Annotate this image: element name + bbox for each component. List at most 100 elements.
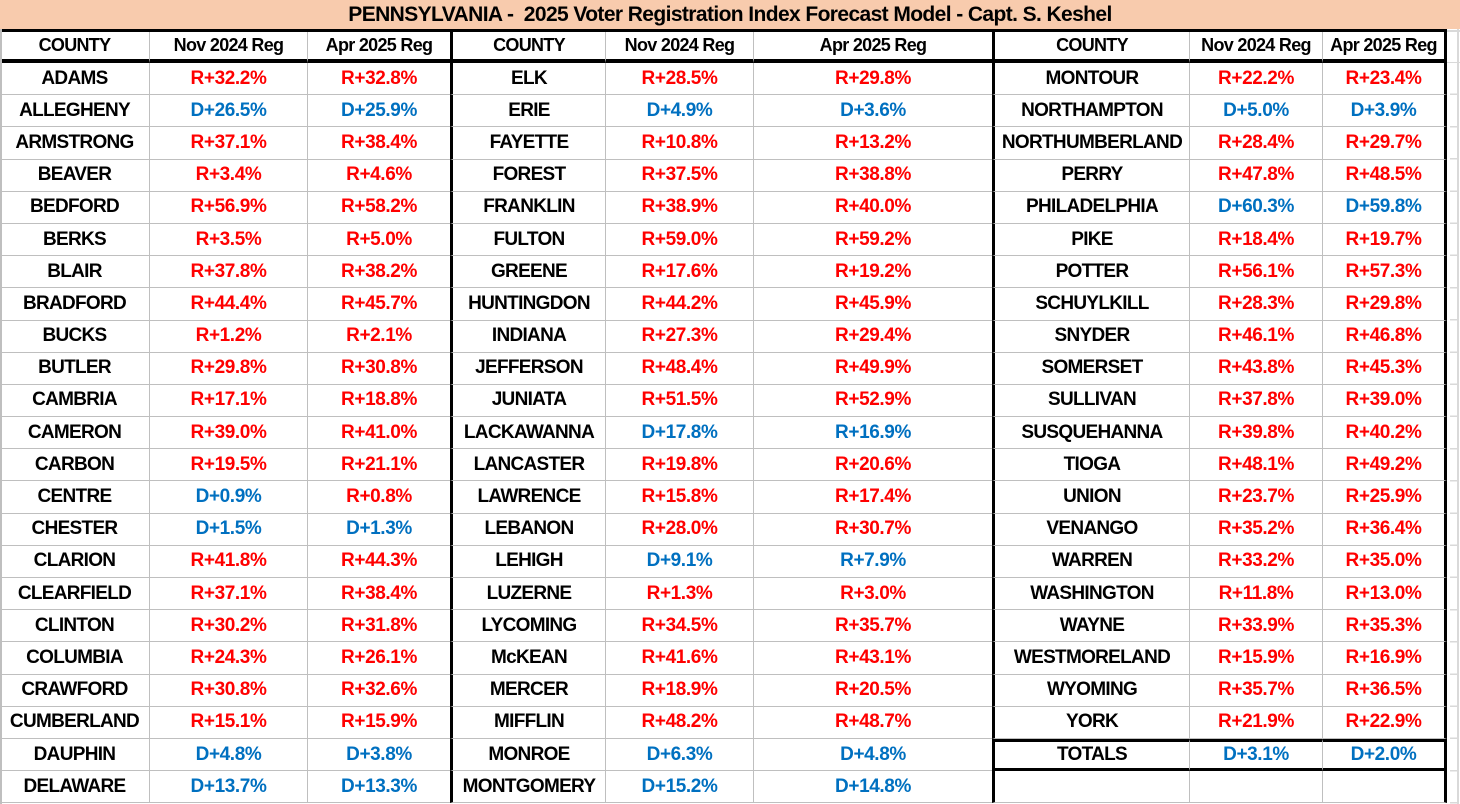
nov-2024-value-cell: R+38.9% xyxy=(606,191,754,224)
nov-2024-value-cell: R+3.4% xyxy=(150,159,308,192)
county-cell: BUCKS xyxy=(0,320,150,353)
nov-2024-value-cell: R+41.6% xyxy=(606,642,754,675)
totals-label-cell: TOTALS xyxy=(992,738,1190,772)
apr-2025-value-cell: R+39.0% xyxy=(1323,384,1447,418)
nov-2024-value-cell: R+48.2% xyxy=(606,706,754,739)
apr-2025-value-cell: R+20.6% xyxy=(754,449,992,482)
county-cell: MONROE xyxy=(450,738,606,772)
nov-2024-value-cell: R+44.2% xyxy=(606,288,754,321)
apr-2025-value-cell: D+4.8% xyxy=(754,738,992,772)
county-cell: LACKAWANNA xyxy=(450,417,606,450)
apr-2025-value-cell: R+16.9% xyxy=(754,417,992,450)
county-cell: POTTER xyxy=(992,256,1190,289)
county-cell: CAMBRIA xyxy=(0,384,150,418)
nov-2024-value-cell: R+30.8% xyxy=(150,674,308,707)
county-cell: WYOMING xyxy=(992,674,1190,707)
county-cell: FOREST xyxy=(450,159,606,192)
apr-2025-value-cell: R+21.1% xyxy=(308,449,450,482)
nov-2024-value-cell: D+9.1% xyxy=(606,545,754,578)
apr-2025-value-cell: R+13.2% xyxy=(754,127,992,160)
county-cell: LUZERNE xyxy=(450,578,606,611)
county-cell: JUNIATA xyxy=(450,384,606,418)
apr-2025-value-cell: R+38.4% xyxy=(308,127,450,160)
county-cell: SUSQUEHANNA xyxy=(992,417,1190,450)
apr-2025-value-cell: R+48.7% xyxy=(754,706,992,739)
nov-2024-value-cell: R+3.5% xyxy=(150,223,308,257)
county-cell: PIKE xyxy=(992,223,1190,257)
county-cell: WARREN xyxy=(992,545,1190,578)
nov-2024-value-cell: D+15.2% xyxy=(606,771,754,804)
county-cell: NORTHAMPTON xyxy=(992,95,1190,128)
county-cell: DAUPHIN xyxy=(0,738,150,772)
title-bar: PENNSYLVANIA - 2025 Voter Registration I… xyxy=(0,0,1460,29)
apr-2025-value-cell: R+35.0% xyxy=(1323,545,1447,578)
nov-2024-value-cell: R+19.8% xyxy=(606,449,754,482)
county-cell: SOMERSET xyxy=(992,352,1190,385)
county-cell: MIFFLIN xyxy=(450,706,606,739)
column-header: Apr 2025 Reg xyxy=(1323,32,1447,63)
column-header: Nov 2024 Reg xyxy=(1190,32,1323,63)
apr-2025-value-cell: R+40.2% xyxy=(1323,417,1447,450)
nov-2024-value-cell: R+28.0% xyxy=(606,513,754,546)
county-cell: WAYNE xyxy=(992,610,1190,643)
county-cell: LEHIGH xyxy=(450,545,606,578)
nov-2024-value-cell: R+35.7% xyxy=(1190,674,1323,707)
page-title: PENNSYLVANIA - 2025 Voter Registration I… xyxy=(348,2,1112,26)
county-cell: LAWRENCE xyxy=(450,481,606,514)
gutter-gridline-top xyxy=(1447,30,1460,32)
nov-2024-value-cell: R+24.3% xyxy=(150,642,308,675)
county-cell: BLAIR xyxy=(0,256,150,289)
column-header: Apr 2025 Reg xyxy=(308,32,450,63)
left-gridline xyxy=(0,29,2,804)
nov-2024-value-cell: R+37.1% xyxy=(150,578,308,611)
county-cell: ALLEGHENY xyxy=(0,95,150,128)
apr-2025-value-cell: R+0.8% xyxy=(308,481,450,514)
apr-2025-value-cell: D+3.6% xyxy=(754,95,992,128)
apr-2025-value-cell: R+48.5% xyxy=(1323,159,1447,192)
apr-2025-value-cell: R+49.9% xyxy=(754,352,992,385)
nov-2024-value-cell: R+22.2% xyxy=(1190,63,1323,96)
column-header: Nov 2024 Reg xyxy=(150,32,308,63)
apr-2025-value-cell: R+31.8% xyxy=(308,610,450,643)
apr-2025-value-cell: R+7.9% xyxy=(754,545,992,578)
apr-2025-value-cell: D+59.8% xyxy=(1323,191,1447,224)
nov-2024-value-cell: D+1.5% xyxy=(150,513,308,546)
county-cell: SULLIVAN xyxy=(992,384,1190,418)
county-cell: FAYETTE xyxy=(450,127,606,160)
gutter-gridline-vertical xyxy=(1457,29,1459,804)
county-cell: CLINTON xyxy=(0,610,150,643)
apr-2025-value-cell: R+45.3% xyxy=(1323,352,1447,385)
county-cell: FRANKLIN xyxy=(450,191,606,224)
county-cell: ARMSTRONG xyxy=(0,127,150,160)
nov-2024-value-cell: R+47.8% xyxy=(1190,159,1323,192)
nov-2024-value-cell: R+30.2% xyxy=(150,610,308,643)
apr-2025-value-cell: R+32.6% xyxy=(308,674,450,707)
nov-2024-value-cell: R+27.3% xyxy=(606,320,754,353)
nov-2024-value-cell: R+10.8% xyxy=(606,127,754,160)
nov-2024-value-cell: R+34.5% xyxy=(606,610,754,643)
county-cell: BEAVER xyxy=(0,159,150,192)
nov-2024-value-cell: D+6.3% xyxy=(606,738,754,772)
apr-2025-value-cell: R+30.7% xyxy=(754,513,992,546)
nov-2024-value-cell: R+11.8% xyxy=(1190,578,1323,611)
nov-2024-value-cell: R+39.0% xyxy=(150,417,308,450)
county-cell: LANCASTER xyxy=(450,449,606,482)
nov-2024-value-cell: R+1.3% xyxy=(606,578,754,611)
nov-2024-value-cell: R+59.0% xyxy=(606,223,754,257)
apr-2025-value-cell: R+5.0% xyxy=(308,223,450,257)
apr-2025-value-cell: R+19.2% xyxy=(754,256,992,289)
registration-table: COUNTY Nov 2024 Reg Apr 2025 Reg COUNTY Nov … xyxy=(0,32,1447,804)
apr-2025-value-cell: R+57.3% xyxy=(1323,256,1447,289)
apr-2025-value-cell: R+13.0% xyxy=(1323,578,1447,611)
apr-2025-value-cell: R+35.3% xyxy=(1323,610,1447,643)
nov-2024-value-cell: D+60.3% xyxy=(1190,191,1323,224)
nov-2024-value-cell: R+28.5% xyxy=(606,63,754,96)
county-cell: WESTMORELAND xyxy=(992,642,1190,675)
apr-2025-value-cell: D+3.9% xyxy=(1323,95,1447,128)
county-cell: MONTGOMERY xyxy=(450,771,606,804)
apr-2025-value-cell: R+18.8% xyxy=(308,384,450,418)
county-cell: INDIANA xyxy=(450,320,606,353)
county-cell: MONTOUR xyxy=(992,63,1190,96)
nov-2024-value-cell: D+17.8% xyxy=(606,417,754,450)
nov-2024-value-cell: R+21.9% xyxy=(1190,706,1323,739)
